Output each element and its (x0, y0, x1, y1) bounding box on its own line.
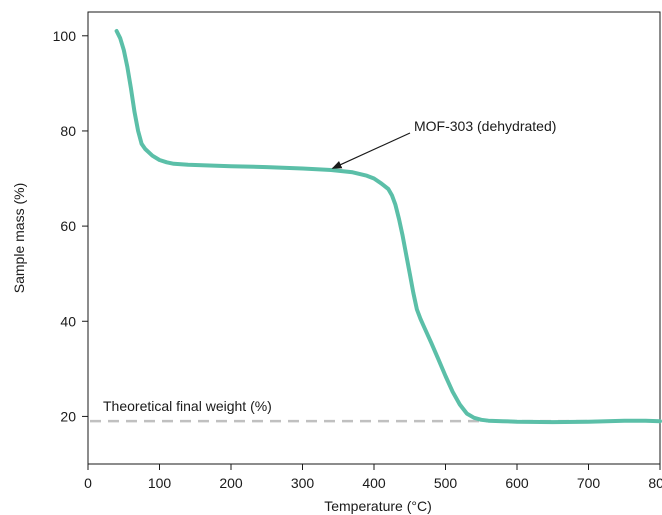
x-tick-label-0: 0 (84, 475, 92, 491)
annotation-label: MOF-303 (dehydrated) (414, 118, 556, 134)
x-axis-title: Temperature (°C) (324, 498, 432, 514)
plot-frame (87, 11, 661, 465)
x-axis: 0 100 200 300 400 500 600 700 800 (84, 464, 662, 491)
y-tick-label-40: 40 (60, 313, 76, 329)
x-tick-label-400: 400 (362, 475, 386, 491)
theoretical-final-weight-label: Theoretical final weight (%) (103, 398, 272, 414)
x-tick-label-300: 300 (291, 475, 315, 491)
annotation-arrow (331, 132, 411, 169)
y-tick-label-80: 80 (60, 123, 76, 139)
series-line-mof-303 (114, 29, 662, 425)
y-tick-label-60: 60 (60, 218, 76, 234)
y-axis-title: Sample mass (%) (11, 183, 27, 293)
y-axis: 20 40 60 80 100 (53, 28, 88, 424)
x-tick-label-700: 700 (577, 475, 601, 491)
x-tick-label-500: 500 (434, 475, 458, 491)
x-tick-label-200: 200 (219, 475, 243, 491)
x-tick-label-800: 800 (648, 475, 662, 491)
y-tick-label-20: 20 (60, 408, 76, 424)
x-tick-label-100: 100 (148, 475, 172, 491)
y-tick-label-100: 100 (53, 28, 77, 44)
x-tick-label-600: 600 (505, 475, 529, 491)
